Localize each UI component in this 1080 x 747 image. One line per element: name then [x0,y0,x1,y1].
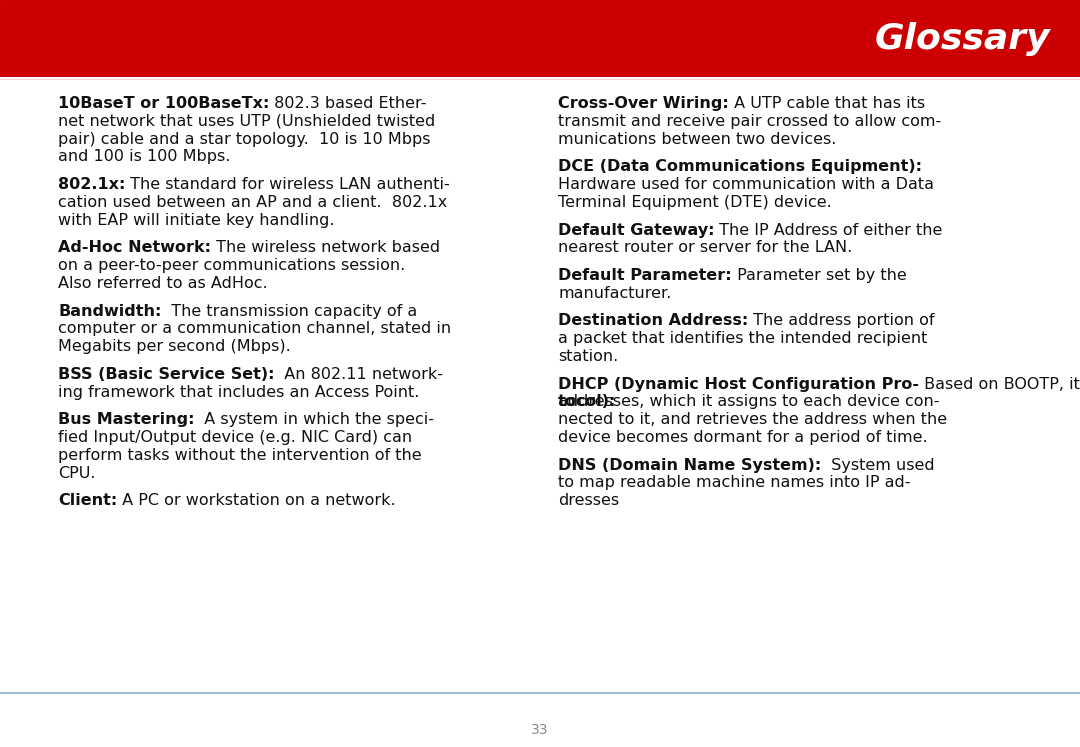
Text: Default Gateway:: Default Gateway: [558,223,715,238]
Text: 802.1x:: 802.1x: [58,177,125,192]
Text: The wireless network based: The wireless network based [211,241,441,255]
Text: System used: System used [821,458,935,473]
Text: Megabits per second (Mbps).: Megabits per second (Mbps). [58,339,291,354]
Text: perform tasks without the intervention of the: perform tasks without the intervention o… [58,448,421,463]
Text: cation used between an AP and a client.  802.1x: cation used between an AP and a client. … [58,195,447,210]
Text: to map readable machine names into IP ad-: to map readable machine names into IP ad… [558,476,910,491]
Text: Cross-Over Wiring:: Cross-Over Wiring: [558,96,729,111]
Text: fied Input/Output device (e.g. NIC Card) can: fied Input/Output device (e.g. NIC Card)… [58,430,413,445]
Text: A PC or workstation on a network.: A PC or workstation on a network. [118,493,396,508]
Text: BSS (Basic Service Set):: BSS (Basic Service Set): [58,367,274,382]
Text: device becomes dormant for a period of time.: device becomes dormant for a period of t… [558,430,928,445]
Text: a packet that identifies the intended recipient: a packet that identifies the intended re… [558,331,928,346]
Text: Terminal Equipment (DTE) device.: Terminal Equipment (DTE) device. [558,195,832,210]
Text: net network that uses UTP (Unshielded twisted: net network that uses UTP (Unshielded tw… [58,114,435,128]
Text: on a peer-to-peer communications session.: on a peer-to-peer communications session… [58,258,405,273]
Text: Based on BOOTP, it uses a pool of IP: Based on BOOTP, it uses a pool of IP [919,376,1080,391]
Text: 10BaseT or 100BaseTx:: 10BaseT or 100BaseTx: [58,96,269,111]
Text: computer or a communication channel, stated in: computer or a communication channel, sta… [58,321,451,336]
Text: Hardware used for communication with a Data: Hardware used for communication with a D… [558,177,934,192]
Text: Bus Mastering:: Bus Mastering: [58,412,194,427]
Text: nearest router or server for the LAN.: nearest router or server for the LAN. [558,241,852,255]
Text: with EAP will initiate key handling.: with EAP will initiate key handling. [58,213,335,228]
Text: Glossary: Glossary [875,22,1050,56]
Text: nected to it, and retrieves the address when the: nected to it, and retrieves the address … [558,412,947,427]
Text: Parameter set by the: Parameter set by the [731,268,906,283]
Text: addresses, which it assigns to each device con-: addresses, which it assigns to each devi… [558,394,940,409]
Text: ing framework that includes an Access Point.: ing framework that includes an Access Po… [58,385,419,400]
Text: dresses: dresses [558,493,619,508]
Text: The address portion of: The address portion of [748,313,935,329]
Text: Destination Address:: Destination Address: [558,313,748,329]
Text: station.: station. [558,349,618,364]
Text: An 802.11 network-: An 802.11 network- [274,367,444,382]
Text: DNS (Domain Name System):: DNS (Domain Name System): [558,458,821,473]
Text: transmit and receive pair crossed to allow com-: transmit and receive pair crossed to all… [558,114,942,128]
Text: Bandwidth:: Bandwidth: [58,303,161,318]
Text: CPU.: CPU. [58,465,95,481]
Text: DCE (Data Communications Equipment):: DCE (Data Communications Equipment): [558,159,922,174]
Text: 802.3 based Ether-: 802.3 based Ether- [269,96,427,111]
Text: munications between two devices.: munications between two devices. [558,131,836,146]
Text: Ad-Hoc Network:: Ad-Hoc Network: [58,241,211,255]
Text: Also referred to as AdHoc.: Also referred to as AdHoc. [58,276,268,291]
Text: and 100 is 100 Mbps.: and 100 is 100 Mbps. [58,149,230,164]
Text: Client:: Client: [58,493,118,508]
Bar [0,0,1080,78]
Text: The standard for wireless LAN authenti-: The standard for wireless LAN authenti- [125,177,450,192]
Text: A UTP cable that has its: A UTP cable that has its [729,96,924,111]
Text: Default Parameter:: Default Parameter: [558,268,731,283]
Text: 33: 33 [531,723,549,737]
Text: DHCP (Dynamic Host Configuration Pro-
tocol):: DHCP (Dynamic Host Configuration Pro- to… [558,376,919,409]
Text: pair) cable and a star topology.  10 is 10 Mbps: pair) cable and a star topology. 10 is 1… [58,131,431,146]
Text: A system in which the speci-: A system in which the speci- [194,412,434,427]
Text: manufacturer.: manufacturer. [558,286,672,301]
Text: The IP Address of either the: The IP Address of either the [715,223,943,238]
Text: The transmission capacity of a: The transmission capacity of a [161,303,418,318]
